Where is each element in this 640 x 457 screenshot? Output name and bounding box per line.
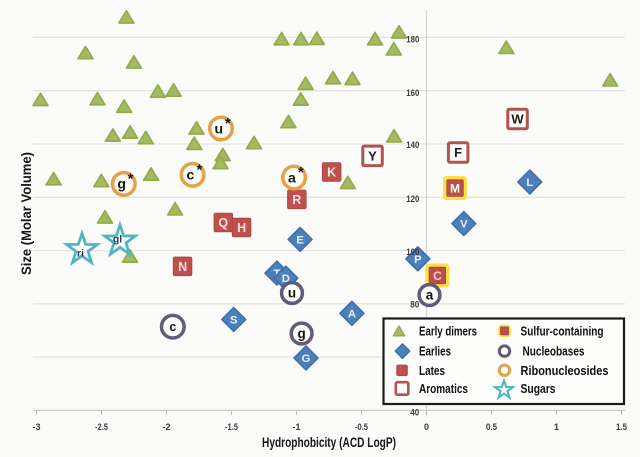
svg-text:0.5: 0.5 bbox=[486, 422, 498, 433]
svg-text:c: c bbox=[187, 167, 195, 183]
svg-text:Earlies: Earlies bbox=[419, 344, 451, 359]
svg-text:1.5: 1.5 bbox=[616, 422, 628, 433]
svg-text:*: * bbox=[128, 170, 134, 187]
svg-text:ri: ri bbox=[77, 248, 84, 260]
svg-text:100: 100 bbox=[406, 247, 419, 258]
svg-text:N: N bbox=[178, 260, 187, 274]
svg-text:c: c bbox=[169, 320, 176, 334]
svg-text:Early dimers: Early dimers bbox=[419, 323, 477, 338]
svg-text:Sugars: Sugars bbox=[521, 381, 556, 396]
svg-text:1: 1 bbox=[554, 422, 560, 433]
svg-text:A: A bbox=[348, 308, 356, 320]
svg-text:0: 0 bbox=[424, 422, 429, 433]
svg-text:L: L bbox=[526, 177, 533, 189]
svg-text:Size (Molar Volume): Size (Molar Volume) bbox=[19, 152, 34, 275]
svg-text:-0.5: -0.5 bbox=[355, 422, 369, 433]
svg-text:C: C bbox=[433, 269, 442, 283]
svg-text:Sulfur-containing: Sulfur-containing bbox=[521, 323, 604, 338]
svg-text:G: G bbox=[302, 353, 311, 365]
svg-text:R: R bbox=[292, 193, 301, 207]
svg-text:Q: Q bbox=[218, 216, 228, 230]
svg-text:g: g bbox=[117, 176, 126, 192]
svg-text:u: u bbox=[288, 286, 296, 301]
svg-text:E: E bbox=[296, 234, 304, 246]
svg-text:g: g bbox=[297, 326, 305, 341]
svg-text:-2.5: -2.5 bbox=[95, 422, 109, 433]
svg-text:S: S bbox=[230, 315, 238, 327]
svg-text:Hydrophobicity (ACD LogP): Hydrophobicity (ACD LogP) bbox=[262, 435, 396, 450]
svg-text:Lates: Lates bbox=[419, 363, 445, 378]
svg-text:W: W bbox=[511, 112, 524, 127]
svg-text:*: * bbox=[196, 161, 202, 178]
svg-text:*: * bbox=[298, 164, 304, 181]
svg-text:D: D bbox=[282, 273, 290, 285]
svg-text:180: 180 bbox=[406, 35, 419, 46]
svg-text:K: K bbox=[327, 166, 336, 180]
svg-text:P: P bbox=[414, 254, 422, 266]
svg-text:80: 80 bbox=[410, 300, 419, 311]
svg-text:V: V bbox=[460, 219, 468, 231]
svg-text:gl: gl bbox=[113, 234, 122, 246]
svg-text:Y: Y bbox=[368, 149, 377, 164]
svg-text:-1: -1 bbox=[293, 422, 302, 433]
svg-text:F: F bbox=[454, 145, 462, 160]
svg-text:u: u bbox=[215, 120, 224, 136]
svg-text:H: H bbox=[237, 221, 246, 235]
svg-text:-1.5: -1.5 bbox=[225, 422, 239, 433]
svg-text:a: a bbox=[288, 169, 296, 185]
svg-text:-3: -3 bbox=[33, 422, 41, 433]
svg-text:Nucleobases: Nucleobases bbox=[523, 344, 585, 359]
svg-text:*: * bbox=[225, 115, 231, 132]
svg-text:a: a bbox=[426, 288, 434, 303]
svg-text:M: M bbox=[450, 181, 460, 195]
svg-text:120: 120 bbox=[406, 194, 419, 205]
svg-text:Ribonucleosides: Ribonucleosides bbox=[521, 363, 609, 378]
svg-text:Aromatics: Aromatics bbox=[419, 381, 468, 396]
svg-text:-2: -2 bbox=[163, 422, 171, 433]
svg-text:160: 160 bbox=[406, 88, 419, 99]
svg-text:40: 40 bbox=[410, 407, 419, 418]
svg-text:140: 140 bbox=[406, 140, 419, 151]
